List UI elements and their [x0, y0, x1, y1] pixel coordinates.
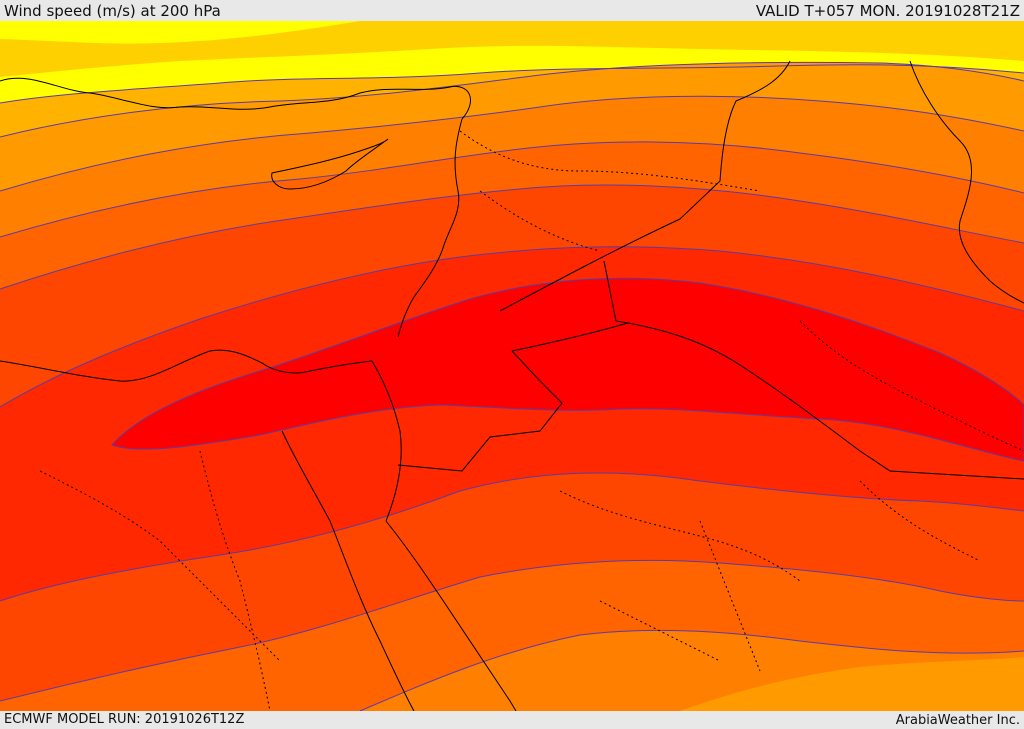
internal-borders [39, 130, 1024, 711]
band-4-lower [680, 657, 1024, 711]
east-coast [909, 60, 1024, 304]
jordan-border [603, 260, 629, 324]
contour-8 [0, 559, 1024, 702]
contour-1 [0, 64, 1024, 104]
turkey-coast [0, 77, 471, 120]
valid-time: VALID T+057 MON. 20191028T21Z [755, 2, 1020, 20]
band-3-upper [0, 21, 360, 44]
contour-5 [0, 184, 1024, 290]
cyprus [271, 138, 389, 190]
map-header: Wind speed (m/s) at 200 hPa VALID T+057 … [0, 0, 1024, 21]
red-sea-east [385, 520, 517, 711]
contour-6 [0, 246, 1024, 408]
contour-4 [0, 141, 1024, 238]
red-sea-west [281, 430, 415, 711]
coastlines [0, 60, 1024, 711]
map-footer: ECMWF MODEL RUN: 20191026T12Z ArabiaWeat… [0, 711, 1024, 729]
levant-coast [397, 118, 463, 338]
saudi-border [511, 322, 1024, 480]
model-run: ECMWF MODEL RUN: 20191026T12Z [4, 712, 245, 727]
nile-delta-gulf [371, 360, 402, 522]
map-title: Wind speed (m/s) at 200 hPa [4, 2, 221, 20]
brand-credit: ArabiaWeather Inc. [895, 713, 1020, 728]
egypt-north-coast [0, 349, 373, 382]
contour-7 [0, 472, 1024, 602]
sinai-saudi-border [397, 350, 563, 472]
wind-speed-map [0, 21, 1024, 711]
contour-3 [0, 95, 1024, 192]
iraq-border [499, 60, 791, 312]
contour-9 [359, 629, 1024, 711]
